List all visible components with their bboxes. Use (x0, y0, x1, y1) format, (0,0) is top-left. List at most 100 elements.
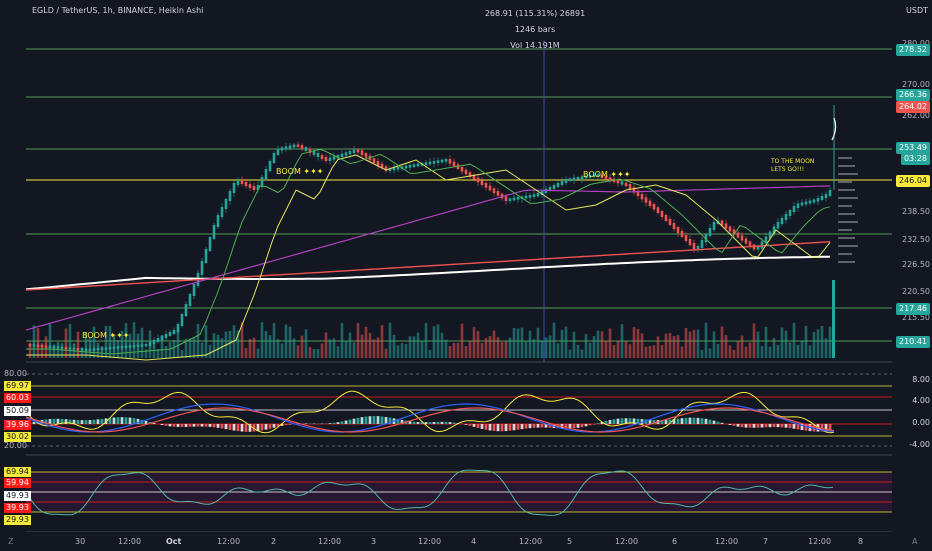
volume-bar (293, 338, 296, 358)
histogram-bar (369, 416, 372, 424)
histogram-bar (497, 424, 500, 431)
histogram-bar (753, 424, 756, 428)
volume-bar (469, 341, 472, 358)
volume-bar (577, 345, 580, 358)
histogram-bar (777, 424, 780, 427)
oscillator-1 (26, 374, 892, 446)
osc1-label: 50.09 (4, 406, 31, 416)
volume-bar (485, 338, 488, 358)
histogram-bar (697, 418, 700, 424)
histogram-bar (541, 424, 544, 428)
histogram-bar (89, 420, 92, 424)
volume-bar (517, 329, 520, 358)
osc2-label: 29.93 (4, 515, 31, 525)
histogram-bar (381, 416, 384, 424)
volume-bar (493, 331, 496, 358)
histogram-bar (233, 424, 236, 431)
histogram-bar (189, 424, 192, 427)
auto-scale-button[interactable]: A (912, 537, 917, 546)
histogram-bar (681, 418, 684, 424)
volume-bar (737, 341, 740, 358)
boom-text-2: BOOM (583, 170, 608, 179)
histogram-bar (533, 424, 536, 428)
volume-bar (345, 341, 348, 358)
histogram-bar (445, 422, 448, 424)
volume-bar (397, 346, 400, 358)
volume-bar (305, 329, 308, 358)
histogram-bar (153, 423, 156, 424)
price-tick: 220.50 (902, 287, 930, 297)
volume-bar (357, 323, 360, 358)
volume-bar (813, 332, 816, 358)
zoom-reset-button[interactable]: Z (8, 537, 13, 546)
ma-yellow (26, 155, 830, 360)
histogram-bar (81, 420, 84, 424)
volume-bar (337, 346, 340, 358)
histogram-bar (377, 416, 380, 424)
histogram-bar (729, 424, 732, 425)
volume-bar (741, 336, 744, 358)
volume-bar (729, 346, 732, 358)
volume-bar (593, 336, 596, 358)
price-axis[interactable]: USDT 280.00 270.00 262.00 238.50 232.50 … (892, 0, 932, 531)
volume-bar (705, 323, 708, 358)
time-tick: 12:00 (519, 537, 542, 546)
histogram-bar (417, 422, 420, 424)
histogram-bar (237, 424, 240, 431)
histogram-bar (273, 424, 276, 428)
histogram-bar (793, 424, 796, 429)
volume-bar (585, 334, 588, 358)
time-tick: 7 (763, 537, 768, 546)
histogram-bar (265, 424, 268, 430)
volume-bar (789, 342, 792, 358)
osc1-label: 69.97 (4, 381, 31, 391)
moon-text: TO THE MOON LETS GO!!! (771, 158, 831, 174)
histogram-bar (341, 421, 344, 424)
volume-bar (249, 339, 252, 358)
histogram-bar (129, 418, 132, 424)
currency-label[interactable]: USDT (906, 6, 928, 15)
volume-bar (613, 345, 616, 358)
volume-bar (189, 338, 192, 358)
histogram-bar (113, 418, 116, 424)
histogram-bar (573, 424, 576, 428)
price-label: 246.04 (896, 175, 930, 187)
time-tick: 4 (471, 537, 476, 546)
price-chart-svg[interactable] (26, 0, 892, 531)
volume-bar (545, 337, 548, 358)
histogram-bar (493, 424, 496, 431)
histogram-bar (521, 424, 524, 429)
histogram-bar (333, 423, 336, 424)
volume-bar (65, 328, 68, 358)
volume-bar (717, 344, 720, 358)
histogram-bar (609, 420, 612, 424)
osc1-tick: 0.00 (912, 418, 930, 428)
volume-bar (725, 335, 728, 358)
volume-bar (301, 336, 304, 358)
histogram-bar (117, 417, 120, 424)
volume-bar (169, 342, 172, 358)
volume-bar (429, 350, 432, 358)
histogram-bar (745, 424, 748, 428)
volume-bar (713, 331, 716, 358)
histogram-bar (201, 424, 204, 427)
volume-bar (625, 341, 628, 358)
histogram-bar (229, 424, 232, 430)
volume-bar (745, 347, 748, 358)
histogram-bar (57, 419, 60, 424)
symbol-title[interactable]: EGLD / TetherUS, 1h, BINANCE, Heikin Ash… (32, 6, 203, 15)
histogram-bar (53, 419, 56, 424)
measure-bars: 1246 bars (470, 22, 600, 38)
histogram-bar (513, 424, 516, 430)
volume-bar (525, 342, 528, 358)
chart-area[interactable] (26, 0, 892, 531)
volume-bar (205, 325, 208, 358)
histogram-bar (613, 419, 616, 424)
volume-bar (681, 347, 684, 358)
time-axis[interactable]: 30 12:00 Oct 12:00 2 12:00 3 12:00 4 12:… (26, 531, 892, 551)
volume-bar (529, 331, 532, 358)
volume-bar (333, 338, 336, 358)
volume-bar (605, 341, 608, 358)
volume-bar (501, 342, 504, 358)
volume-bar (677, 335, 680, 358)
